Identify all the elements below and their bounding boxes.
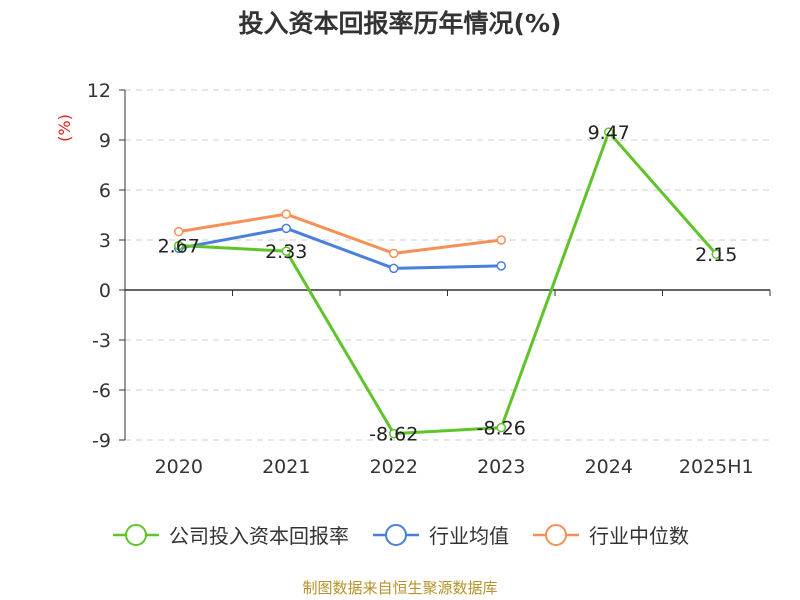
axes: 12 9 6 3 0 -3 -6 -9 (%) 2020 2021 2022 2023 2024 2025H…: [55, 80, 771, 478]
y-tick-label: -6: [92, 380, 111, 402]
data-label: 2.33: [265, 241, 307, 263]
data-point: [389, 263, 399, 274]
data-label: 2.67: [158, 236, 200, 258]
y-tick-label: 9: [99, 130, 111, 152]
legend-swatch: [373, 523, 419, 546]
legend-marker: [385, 523, 407, 546]
legend-swatch: [533, 523, 579, 546]
source-note: 制图数据来自恒生聚源数据库: [302, 579, 498, 597]
data-point: [281, 246, 291, 256]
data-point: [389, 248, 399, 259]
series-lines: [174, 127, 721, 439]
data-point: [604, 127, 614, 137]
x-tick-label: 2023: [477, 456, 525, 478]
y-tick-label: -9: [92, 430, 111, 452]
legend-swatch: [113, 523, 159, 546]
series-line: [178, 226, 502, 270]
chart-title: 投入资本回报率历年情况(%): [238, 9, 562, 38]
y-tick-label: -3: [92, 330, 111, 352]
legend: 公司投入资本回报率 行业均值 行业中位数: [0, 520, 800, 549]
data-label: -8.62: [369, 424, 418, 446]
x-tick-label: 2020: [155, 456, 203, 478]
series-line: [178, 130, 718, 436]
data-point: [281, 209, 291, 219]
data-point: [496, 422, 506, 433]
legend-marker: [125, 523, 147, 546]
legend-label: 行业均值: [429, 524, 509, 548]
legend-marker: [545, 523, 567, 546]
legend-item[interactable]: 行业均值: [371, 520, 509, 549]
series-line: [178, 212, 502, 255]
legend-item[interactable]: 公司投入资本回报率: [111, 520, 349, 549]
data-point: [496, 235, 506, 245]
data-point: [711, 249, 721, 259]
data-label: -8.26: [477, 418, 526, 440]
data-label: 9.47: [588, 122, 630, 144]
data-point: [496, 261, 506, 271]
legend-item[interactable]: 行业中位数: [531, 520, 689, 549]
y-tick-label: 3: [99, 230, 111, 252]
data-label: 2.15: [695, 244, 737, 266]
data-point: [389, 428, 399, 439]
data-point: [281, 223, 291, 234]
y-tick-label: 12: [87, 80, 111, 102]
x-tick-label: 2025H1: [679, 456, 754, 478]
legend-label: 公司投入资本回报率: [169, 524, 349, 548]
x-tick-label: 2021: [262, 456, 310, 478]
y-tick-label: 6: [99, 180, 111, 202]
x-tick-label: 2024: [585, 456, 633, 478]
x-tick-label: 2022: [370, 456, 418, 478]
y-axis-label: (%): [55, 114, 74, 142]
grid-lines: [125, 89, 770, 441]
data-point: [174, 240, 184, 251]
legend-label: 行业中位数: [589, 524, 689, 548]
data-point: [174, 226, 184, 237]
y-tick-label: 0: [99, 280, 111, 302]
data-labels: 2.67 2.33 -8.62 -8.26 9.47 2.15: [158, 122, 738, 446]
